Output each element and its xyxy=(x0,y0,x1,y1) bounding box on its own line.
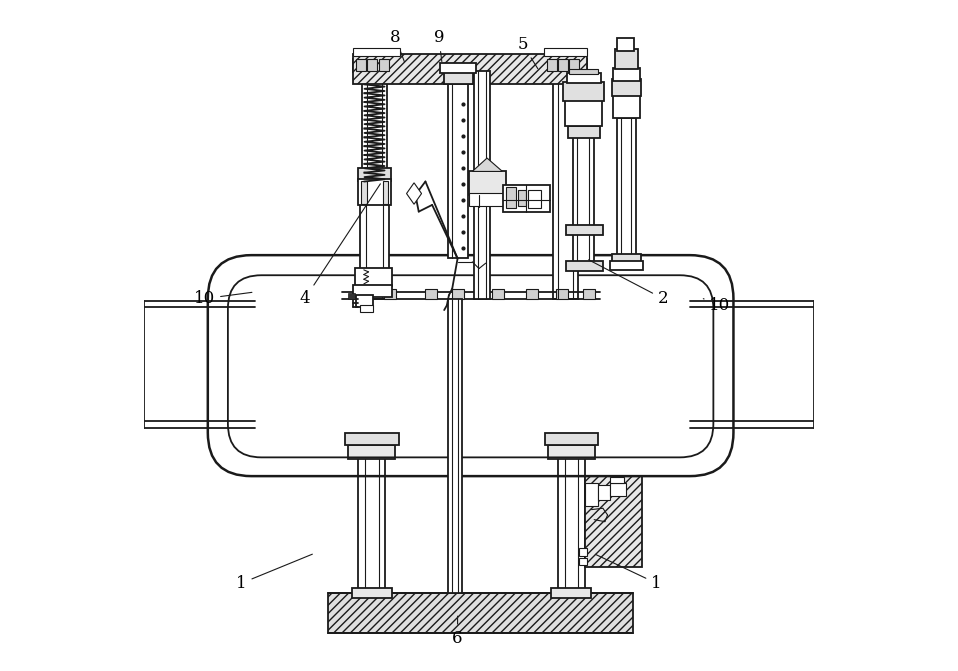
Bar xyxy=(528,189,541,208)
Bar xyxy=(354,59,396,72)
Bar xyxy=(547,59,557,71)
Text: 4: 4 xyxy=(300,184,380,307)
Bar xyxy=(611,254,641,262)
Bar xyxy=(569,69,598,74)
Bar xyxy=(444,71,473,85)
Bar xyxy=(582,289,595,299)
Bar xyxy=(569,59,580,71)
Bar xyxy=(556,289,568,299)
Text: 10: 10 xyxy=(703,297,731,314)
Bar xyxy=(526,289,538,299)
Bar xyxy=(361,180,367,203)
Bar xyxy=(548,445,595,460)
Bar xyxy=(506,187,515,208)
Text: 8: 8 xyxy=(390,29,404,62)
Bar xyxy=(609,260,643,270)
Bar xyxy=(440,63,476,73)
Bar xyxy=(352,588,392,598)
Bar xyxy=(473,71,490,299)
Bar xyxy=(598,485,610,499)
Bar xyxy=(610,477,624,484)
Bar xyxy=(448,85,468,258)
Bar xyxy=(355,295,373,307)
Bar xyxy=(579,548,587,556)
Bar xyxy=(349,293,355,299)
Bar xyxy=(579,558,587,564)
Bar xyxy=(562,83,604,101)
Bar xyxy=(448,299,462,593)
Bar xyxy=(613,68,640,81)
Text: 6: 6 xyxy=(452,616,463,647)
Bar xyxy=(584,476,642,566)
Bar xyxy=(362,71,387,299)
Bar xyxy=(503,185,550,211)
Text: 1: 1 xyxy=(595,554,662,592)
Bar xyxy=(544,59,587,72)
Bar xyxy=(367,59,377,71)
Bar xyxy=(360,204,389,268)
Text: 10: 10 xyxy=(194,290,252,307)
Bar xyxy=(553,71,578,299)
Text: 2: 2 xyxy=(588,260,669,307)
Bar xyxy=(518,189,526,206)
Bar xyxy=(566,225,603,235)
Polygon shape xyxy=(519,593,559,630)
Bar xyxy=(469,193,506,206)
Bar xyxy=(425,289,438,299)
Bar xyxy=(573,121,594,268)
Bar xyxy=(584,483,598,506)
Bar xyxy=(613,95,640,118)
Bar xyxy=(354,48,400,56)
Bar xyxy=(357,289,369,299)
Polygon shape xyxy=(358,593,419,630)
Polygon shape xyxy=(406,183,422,204)
Bar xyxy=(492,289,505,299)
Bar xyxy=(354,285,392,297)
Text: 9: 9 xyxy=(434,29,445,62)
Text: 5: 5 xyxy=(517,36,537,68)
Bar xyxy=(378,59,389,71)
Bar xyxy=(568,126,601,138)
Bar xyxy=(382,180,388,203)
Bar xyxy=(609,483,627,497)
Bar xyxy=(384,289,396,299)
Bar xyxy=(551,588,591,598)
Bar xyxy=(617,118,636,258)
Polygon shape xyxy=(331,593,372,630)
Bar xyxy=(564,99,602,126)
Bar xyxy=(355,59,366,71)
Polygon shape xyxy=(472,158,502,172)
Bar xyxy=(611,79,641,96)
Text: 1: 1 xyxy=(236,554,312,592)
Bar xyxy=(469,172,506,195)
Bar xyxy=(345,433,399,445)
Bar xyxy=(544,433,598,445)
Bar xyxy=(452,289,465,299)
Polygon shape xyxy=(558,593,613,630)
Bar xyxy=(358,179,391,205)
Bar xyxy=(567,73,601,83)
Bar xyxy=(617,38,633,51)
Bar xyxy=(360,305,373,312)
Bar xyxy=(355,268,392,286)
Bar xyxy=(329,593,633,633)
Bar xyxy=(546,50,584,60)
Bar xyxy=(354,54,587,85)
Bar xyxy=(558,59,568,71)
Bar xyxy=(358,446,385,593)
Bar xyxy=(349,445,396,460)
Bar xyxy=(558,446,584,593)
Bar xyxy=(566,260,603,270)
Bar xyxy=(615,49,638,69)
Bar xyxy=(544,48,587,56)
Bar xyxy=(355,50,394,60)
Bar xyxy=(358,168,391,181)
